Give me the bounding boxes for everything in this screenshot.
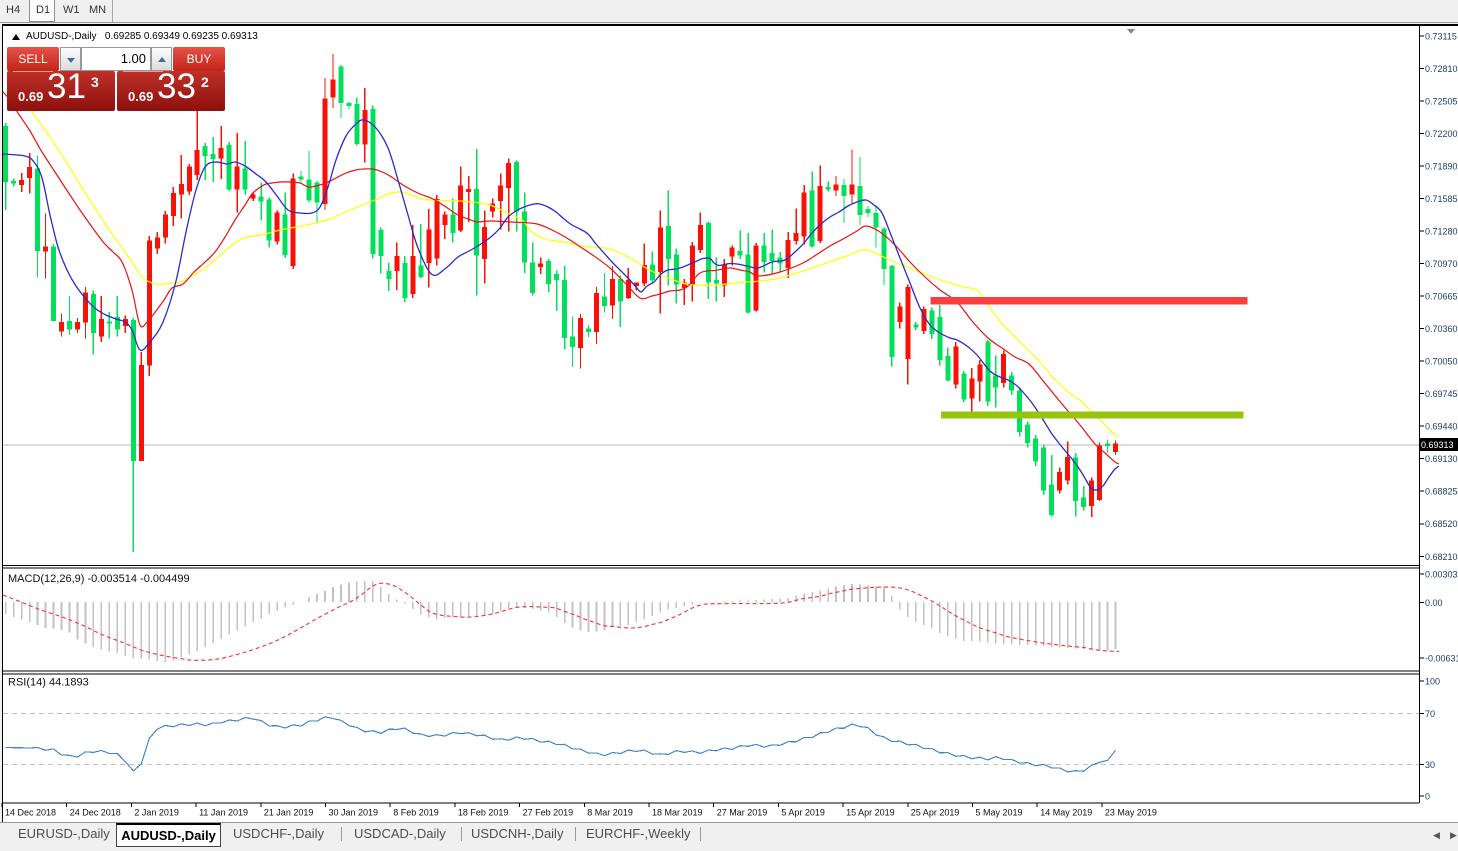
svg-text:0.72810: 0.72810	[1425, 64, 1458, 74]
svg-text:0.69440: 0.69440	[1425, 422, 1458, 432]
svg-text:RSI(14) 44.1893: RSI(14) 44.1893	[8, 677, 89, 689]
svg-text:5 May 2019: 5 May 2019	[976, 808, 1023, 818]
svg-text:25 Apr 2019: 25 Apr 2019	[911, 808, 960, 818]
svg-text:0.68520: 0.68520	[1425, 519, 1458, 529]
svg-text:24 Dec 2018: 24 Dec 2018	[70, 808, 121, 818]
svg-text:-0.00631: -0.00631	[1425, 654, 1458, 664]
svg-text:15 Apr 2019: 15 Apr 2019	[846, 808, 895, 818]
svg-text:0.70050: 0.70050	[1425, 357, 1458, 367]
svg-text:70: 70	[1425, 709, 1435, 719]
svg-text:0.73115: 0.73115	[1425, 32, 1457, 42]
svg-text:0.003035: 0.003035	[1425, 570, 1458, 580]
svg-text:0.00: 0.00	[1425, 598, 1443, 608]
svg-text:0.68210: 0.68210	[1425, 552, 1458, 562]
svg-text:0.70360: 0.70360	[1425, 324, 1458, 334]
svg-text:100: 100	[1425, 677, 1440, 687]
svg-text:8 Feb 2019: 8 Feb 2019	[393, 808, 439, 818]
svg-text:0.70665: 0.70665	[1425, 292, 1458, 302]
svg-text:2 Jan 2019: 2 Jan 2019	[134, 808, 179, 818]
svg-text:18 Mar 2019: 18 Mar 2019	[652, 808, 703, 818]
svg-text:30: 30	[1425, 760, 1435, 770]
svg-text:0.71280: 0.71280	[1425, 227, 1458, 237]
svg-text:27 Mar 2019: 27 Mar 2019	[717, 808, 768, 818]
svg-text:5 Apr 2019: 5 Apr 2019	[781, 808, 825, 818]
svg-text:0.72200: 0.72200	[1425, 129, 1458, 139]
svg-text:21 Jan 2019: 21 Jan 2019	[264, 808, 314, 818]
svg-text:0.72505: 0.72505	[1425, 97, 1458, 107]
svg-text:0: 0	[1425, 792, 1430, 802]
svg-text:0.70970: 0.70970	[1425, 259, 1458, 269]
svg-text:30 Jan 2019: 30 Jan 2019	[329, 808, 379, 818]
svg-text:0.71890: 0.71890	[1425, 162, 1458, 172]
svg-text:0.69745: 0.69745	[1425, 389, 1458, 399]
svg-text:0.68825: 0.68825	[1425, 487, 1458, 497]
svg-text:14 Dec 2018: 14 Dec 2018	[5, 808, 56, 818]
svg-text:0.71585: 0.71585	[1425, 194, 1458, 204]
svg-text:8 Mar 2019: 8 Mar 2019	[587, 808, 633, 818]
svg-text:18 Feb 2019: 18 Feb 2019	[458, 808, 509, 818]
svg-text:27 Feb 2019: 27 Feb 2019	[523, 808, 574, 818]
svg-text:0.69313: 0.69313	[1421, 440, 1454, 450]
svg-text:23 May 2019: 23 May 2019	[1105, 808, 1157, 818]
svg-text:14 May 2019: 14 May 2019	[1040, 808, 1092, 818]
svg-text:MACD(12,26,9) -0.003514 -0.004: MACD(12,26,9) -0.003514 -0.004499	[8, 573, 190, 585]
svg-text:11 Jan 2019: 11 Jan 2019	[199, 808, 248, 818]
svg-text:0.69130: 0.69130	[1425, 454, 1458, 464]
